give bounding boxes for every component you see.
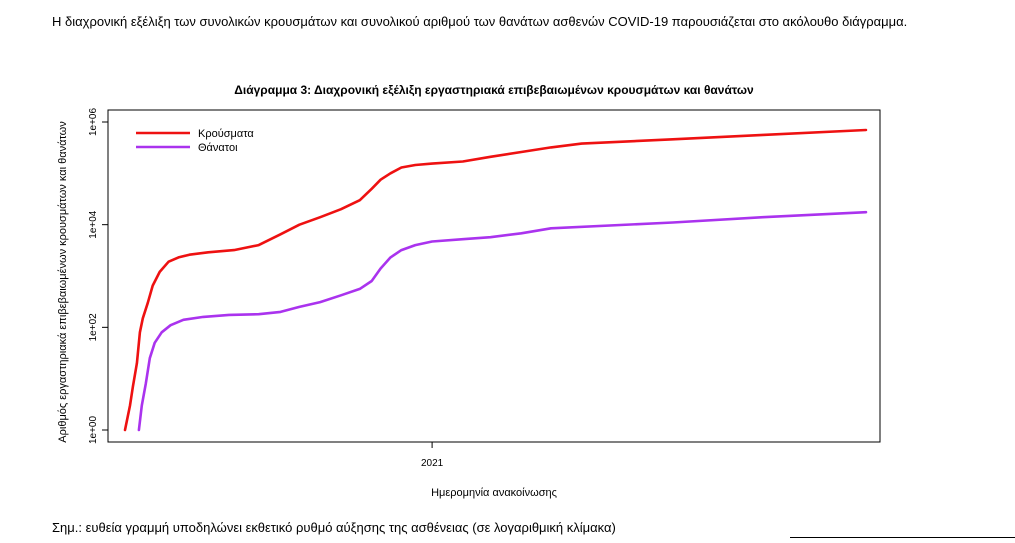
series-lines bbox=[123, 128, 868, 432]
x-axis-label: Ημερομηνία ανακοίνωσης bbox=[431, 487, 557, 499]
y-axis: 1e+00 1e+02 1e+04 1e+06 bbox=[88, 108, 108, 445]
x-tick-label: 2021 bbox=[421, 458, 444, 469]
y-tick-label: 1e+00 bbox=[88, 416, 99, 445]
y-tick-label: 1e+06 bbox=[88, 108, 99, 137]
y-tick-label: 1e+02 bbox=[88, 313, 99, 342]
y-tick-label: 1e+04 bbox=[88, 210, 99, 239]
chart-title: Διάγραμμα 3: Διαχρονική εξέλιξη εργαστηρ… bbox=[234, 83, 754, 97]
divider bbox=[790, 537, 1015, 538]
x-axis: 2021 bbox=[421, 442, 444, 469]
series-line bbox=[123, 128, 868, 432]
intro-paragraph: Η διαχρονική εξέλιξη των συνολικών κρουσ… bbox=[52, 14, 908, 29]
y-axis-label: Αριθμός εργαστηριακά επιβεβαιωμένων κρου… bbox=[57, 121, 69, 443]
legend-label: Θάνατοι bbox=[198, 142, 238, 154]
plot-frame bbox=[107, 109, 881, 443]
series-line bbox=[137, 210, 868, 432]
legend-label: Κρούσματα bbox=[198, 128, 254, 140]
line-chart: Διάγραμμα 3: Διαχρονική εξέλιξη εργαστηρ… bbox=[57, 83, 881, 499]
footnote: Σημ.: ευθεία γραμμή υποδηλώνει εκθετικό … bbox=[52, 520, 616, 535]
legend: Κρούσματα Θάνατοι bbox=[136, 128, 254, 154]
